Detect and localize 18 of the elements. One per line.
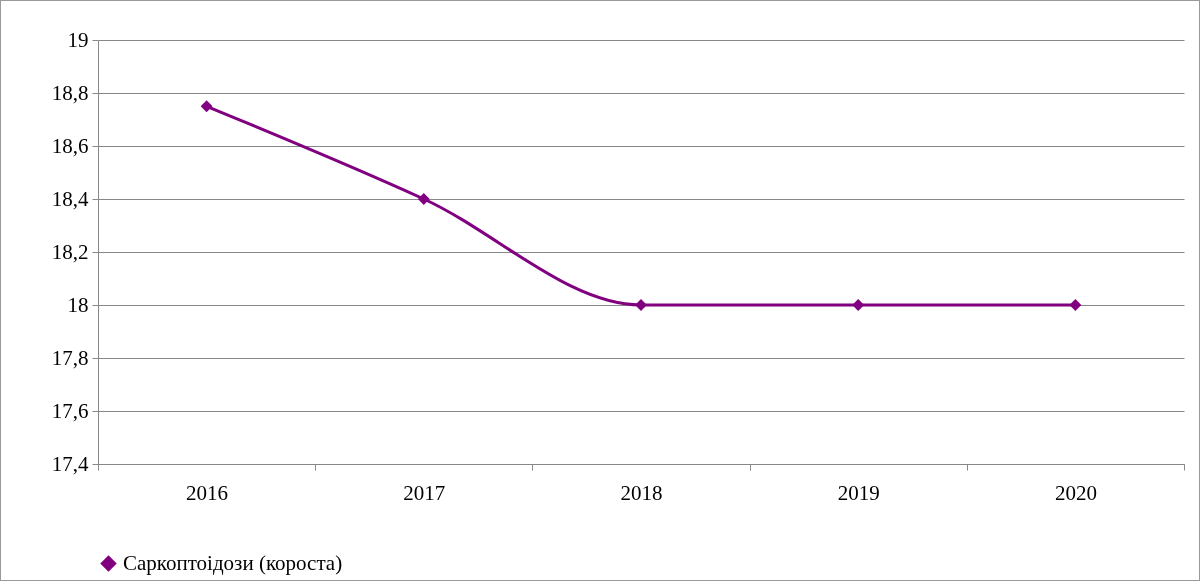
y-tick-label: 17,4 [51, 451, 89, 476]
x-tick-label: 2018 [620, 480, 663, 505]
y-tick-label: 18,4 [51, 186, 89, 211]
point [1069, 299, 1082, 311]
y-tick-label: 19 [67, 27, 89, 52]
y-tick-label: 18,8 [51, 80, 89, 105]
y-tick-label: 18,2 [51, 239, 89, 264]
y-tick-label: 18,6 [51, 133, 89, 158]
x-tick-label: 2016 [186, 480, 229, 505]
legend-label: Саркоптоідози (короста) [123, 550, 343, 575]
point [417, 193, 430, 205]
y-tick-label: 17,6 [51, 398, 89, 423]
x-tick-label: 2019 [837, 480, 880, 505]
y-tick-label: 17,8 [51, 345, 89, 370]
point [200, 100, 213, 113]
x-tick-label: 2017 [403, 480, 446, 505]
x-tick-label: 2020 [1054, 480, 1097, 505]
y-tick-label: 18 [67, 292, 89, 317]
